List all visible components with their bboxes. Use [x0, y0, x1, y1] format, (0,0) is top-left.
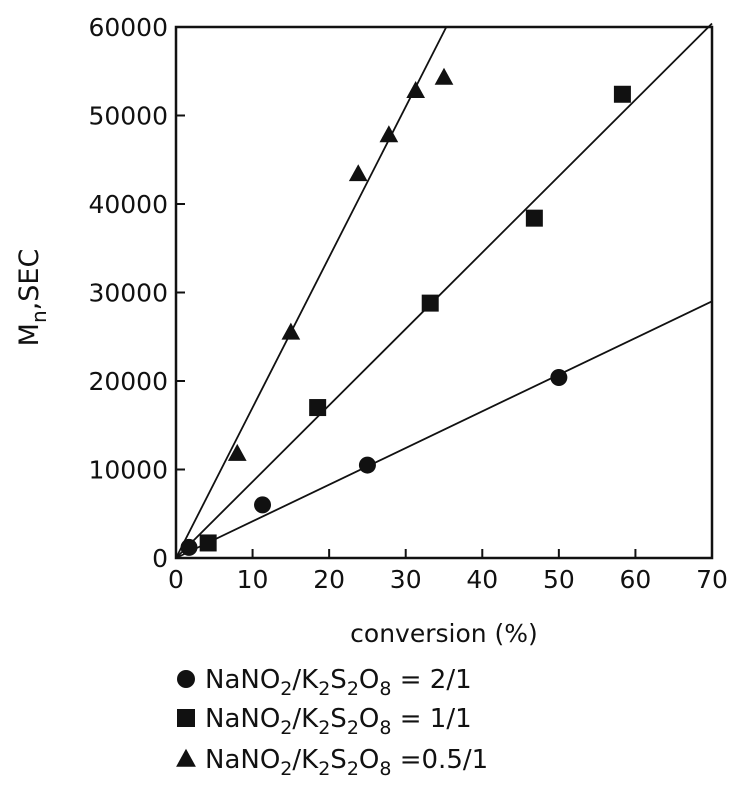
fit-lines — [175, 22, 713, 559]
y-axis-label-rest: ,SEC — [14, 249, 45, 311]
legend-label-part: 2 — [318, 758, 330, 780]
fit-line-triangle — [175, 26, 448, 559]
data-point-triangle — [434, 67, 454, 85]
legend-label-part: 2 — [347, 758, 359, 780]
legend-label-part: S — [330, 665, 347, 695]
legend-label-part: O — [359, 745, 379, 775]
legend-label-part: S — [330, 745, 347, 775]
x-tick-label: 60 — [620, 565, 652, 594]
legend-label-part: /K — [292, 665, 319, 695]
legend-label: NaNO2/K2S2O8 = 1/1 — [205, 704, 472, 739]
legend-label-part: 2 — [280, 717, 292, 739]
legend-label-part: S — [330, 704, 347, 734]
data-point-square — [421, 294, 439, 312]
fit-line-circle — [175, 300, 713, 559]
data-point-circle — [358, 456, 376, 474]
y-tick-label: 0 — [152, 544, 168, 573]
x-tick-label: 50 — [543, 565, 575, 594]
data-point-triangle — [348, 164, 368, 182]
x-ticks: 0 10 20 30 40 50 60 70 — [168, 549, 728, 594]
legend-label-part: 2 — [280, 678, 292, 700]
data-markers — [180, 67, 631, 556]
data-point-triangle — [379, 125, 399, 143]
legend-marker-square-icon — [177, 709, 195, 727]
legend-label-part: 2 — [280, 758, 292, 780]
legend-label-part: 2 — [347, 717, 359, 739]
data-point-square — [613, 85, 631, 103]
legend-label-part: = 2/1 — [391, 665, 471, 695]
legend-label-part: /K — [292, 745, 319, 775]
y-tick-label: 50000 — [88, 102, 168, 131]
legend-label-part: NaNO — [205, 665, 280, 695]
legend-label: NaNO2/K2S2O8 =0.5/1 — [205, 745, 488, 780]
fit-line-square — [175, 22, 713, 559]
legend-label-part: /K — [292, 704, 319, 734]
legend-item-square: NaNO2/K2S2O8 = 1/1 — [177, 704, 472, 739]
legend-label: NaNO2/K2S2O8 = 2/1 — [205, 665, 472, 700]
y-axis-label-main: M — [14, 323, 45, 346]
legend-item-circle: NaNO2/K2S2O8 = 2/1 — [177, 665, 472, 700]
y-tick-label: 30000 — [88, 279, 168, 308]
legend-label-part: O — [359, 704, 379, 734]
plot-area: 0 10000 20000 30000 40000 50000 60000 0 10 20 30 4… — [88, 13, 727, 594]
legend-label-part: 2 — [318, 717, 330, 739]
y-tick-label: 40000 — [88, 190, 168, 219]
legend-label-part: 2 — [347, 678, 359, 700]
data-point-square — [309, 399, 327, 417]
legend-label-part: =0.5/1 — [391, 745, 488, 775]
y-axis-label: Mn,SEC — [14, 249, 51, 347]
y-tick-label: 10000 — [88, 456, 168, 485]
data-point-circle — [180, 538, 198, 556]
data-point-circle — [254, 496, 272, 514]
data-point-triangle — [227, 443, 247, 461]
data-point-triangle — [281, 322, 301, 340]
data-point-square — [525, 209, 543, 227]
data-point-circle — [550, 368, 568, 386]
y-ticks: 0 10000 20000 30000 40000 50000 60000 — [88, 13, 185, 573]
legend-item-triangle: NaNO2/K2S2O8 =0.5/1 — [176, 745, 488, 780]
y-axis-label-sub: n — [27, 310, 51, 323]
legend-label-part: 2 — [318, 678, 330, 700]
legend-label-part: 8 — [379, 678, 391, 700]
x-tick-label: 70 — [696, 565, 728, 594]
data-point-square — [199, 534, 217, 552]
legend-label-part: 8 — [379, 717, 391, 739]
y-tick-label: 60000 — [88, 13, 168, 42]
x-tick-label: 40 — [466, 565, 498, 594]
x-tick-label: 30 — [390, 565, 422, 594]
legend-label-part: O — [359, 665, 379, 695]
x-axis-label: conversion (%) — [350, 619, 538, 648]
legend-label-part: = 1/1 — [391, 704, 471, 734]
legend-marker-triangle-icon — [176, 748, 196, 767]
legend-label-part: NaNO — [205, 745, 280, 775]
legend-label-part: NaNO — [205, 704, 280, 734]
x-tick-label: 0 — [168, 565, 184, 594]
x-tick-label: 10 — [237, 565, 269, 594]
legend-marker-circle-icon — [177, 670, 195, 688]
y-tick-label: 20000 — [88, 367, 168, 396]
data-point-triangle — [406, 81, 426, 98]
x-tick-label: 20 — [313, 565, 345, 594]
legend-label-part: 8 — [379, 758, 391, 780]
